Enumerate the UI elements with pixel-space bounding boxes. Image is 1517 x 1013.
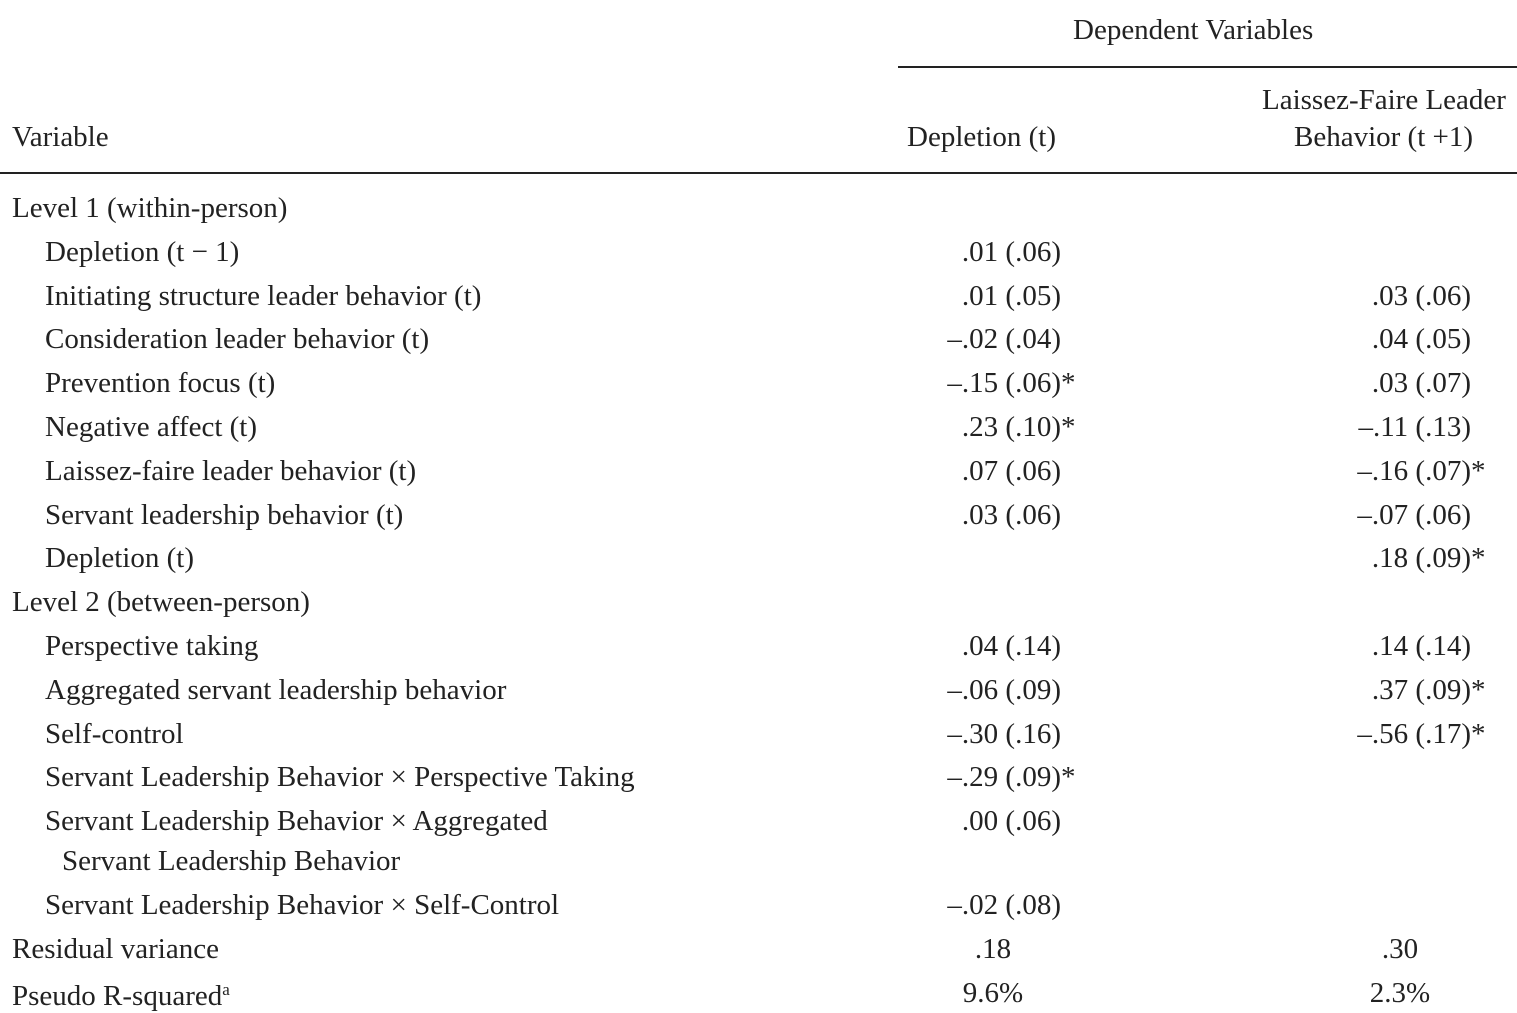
cell-value: 9.6% <box>962 976 1024 1009</box>
row-label: Consideration leader behavior (t) <box>45 323 430 356</box>
row-label: Pseudo R-squareda <box>12 979 230 1012</box>
cell-value: .01 (.06) <box>961 235 1061 268</box>
cell-value: .37 (.09) <box>1371 673 1471 706</box>
row-label: Prevention focus (t) <box>45 367 276 400</box>
group-title: Dependent Variables <box>1073 14 1314 46</box>
significance: * <box>1471 673 1486 706</box>
row-label: Depletion (t) <box>45 542 194 575</box>
cell-value: .03 (.06) <box>1371 279 1471 312</box>
cell-value: –.29 (.09) <box>947 761 1061 794</box>
column-header: Variable <box>12 121 109 153</box>
header-rule <box>0 172 1517 174</box>
cell-value: –.07 (.06) <box>1357 498 1471 531</box>
cell-value: .00 (.06) <box>961 805 1061 838</box>
cell-value: .18 <box>974 933 1012 965</box>
cell-value: .03 (.07) <box>1371 367 1471 400</box>
row-label: Servant Leadership Behavior × Perspectiv… <box>45 761 635 794</box>
row-label: Servant leadership behavior (t) <box>45 498 404 531</box>
significance: * <box>1061 367 1076 400</box>
row-label: Perspective taking <box>45 630 259 662</box>
cell-value: –.30 (.16) <box>947 717 1061 750</box>
row-label: Level 2 (between-person) <box>12 586 310 619</box>
row-label: Servant Leadership Behavior × Aggregated <box>45 805 548 838</box>
column-header: Behavior (t +1) <box>1294 121 1474 153</box>
cell-value: –.56 (.17) <box>1357 717 1471 750</box>
row-label: Self-control <box>45 717 184 750</box>
cell-value: –.11 (.13) <box>1358 411 1472 443</box>
significance: * <box>1061 761 1076 794</box>
cell-value: .03 (.06) <box>961 498 1061 531</box>
cell-value: .14 (.14) <box>1371 630 1471 662</box>
column-header: Depletion (t) <box>907 121 1056 153</box>
row-label: Laissez-faire leader behavior (t) <box>45 454 417 487</box>
cell-value: –.02 (.08) <box>947 889 1061 922</box>
row-label: Negative affect (t) <box>45 411 258 443</box>
note-mark: a <box>222 979 230 999</box>
significance: * <box>1471 717 1486 750</box>
row-label: Depletion (t − 1) <box>45 235 240 268</box>
row-label-cont: Servant Leadership Behavior <box>62 845 401 878</box>
cell-value: .18 (.09) <box>1371 542 1471 575</box>
cell-value: .04 (.14) <box>961 630 1061 662</box>
row-label: Servant Leadership Behavior × Self-Contr… <box>45 889 560 922</box>
cell-value: .07 (.06) <box>961 454 1061 487</box>
cell-value: –.02 (.04) <box>947 323 1061 356</box>
significance: * <box>1061 411 1076 443</box>
cell-value: –.16 (.07) <box>1357 454 1471 487</box>
row-label: Aggregated servant leadership behavior <box>45 673 507 706</box>
cell-value: –.06 (.09) <box>947 673 1061 706</box>
cell-value: –.15 (.06) <box>947 367 1061 400</box>
row-label: Residual variance <box>12 933 219 965</box>
cell-value: 2.3% <box>1369 976 1431 1009</box>
column-header: Laissez-Faire Leader <box>1262 84 1506 116</box>
significance: * <box>1471 542 1486 575</box>
cell-value: .30 <box>1381 933 1419 965</box>
cell-value: .01 (.05) <box>961 279 1061 312</box>
row-label: Level 1 (within-person) <box>12 192 288 224</box>
cell-value: .23 (.10) <box>961 411 1061 443</box>
group-rule <box>898 66 1517 68</box>
cell-value: .04 (.05) <box>1371 323 1471 356</box>
row-label: Initiating structure leader behavior (t) <box>45 279 482 312</box>
significance: * <box>1471 454 1486 487</box>
